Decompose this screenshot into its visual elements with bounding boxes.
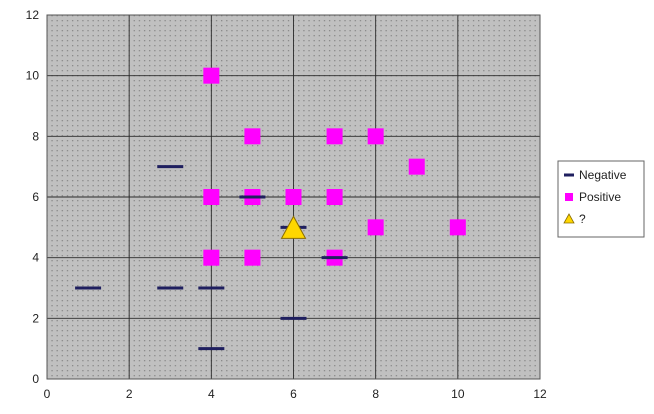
y-tick-label: 0 xyxy=(32,372,39,386)
x-tick-label: 12 xyxy=(533,387,547,401)
y-tick-label: 8 xyxy=(32,129,39,143)
positive-point xyxy=(244,128,261,145)
positive-point xyxy=(449,219,466,236)
positive-point xyxy=(203,249,220,266)
legend-negative-label: Negative xyxy=(579,168,627,182)
x-tick-label: 0 xyxy=(44,387,51,401)
x-tick-label: 4 xyxy=(208,387,215,401)
legend-unknown-symbol xyxy=(563,213,575,224)
plot-border xyxy=(46,14,541,380)
y-axis-ticks: 0 2 4 6 8 10 12 xyxy=(26,8,40,386)
y-tick-label: 2 xyxy=(32,311,39,325)
positive-point xyxy=(367,128,384,145)
legend: Negative Positive? xyxy=(557,160,645,238)
y-tick-label: 6 xyxy=(32,190,39,204)
positive-point xyxy=(326,128,343,145)
positive-point xyxy=(367,219,384,236)
positive-point xyxy=(326,189,343,205)
data-points xyxy=(75,67,466,351)
legend-unknown-label: ? xyxy=(579,212,586,226)
positive-point xyxy=(203,189,220,205)
legend-positive-label: Positive xyxy=(579,190,621,204)
x-tick-label: 8 xyxy=(372,387,379,401)
positive-point xyxy=(408,158,425,175)
positive-point xyxy=(244,249,261,266)
legend-positive-symbol xyxy=(565,193,573,201)
x-axis-ticks: 0 2 4 6 8 10 12 xyxy=(44,387,547,401)
x-tick-label: 6 xyxy=(290,387,297,401)
positive-point xyxy=(203,67,220,84)
y-tick-label: 10 xyxy=(26,69,40,83)
positive-point xyxy=(285,189,302,205)
x-tick-label: 2 xyxy=(126,387,133,401)
x-tick-label: 10 xyxy=(451,387,465,401)
y-tick-label: 12 xyxy=(26,8,40,22)
y-tick-label: 4 xyxy=(32,251,39,265)
unknown-point xyxy=(280,215,307,239)
